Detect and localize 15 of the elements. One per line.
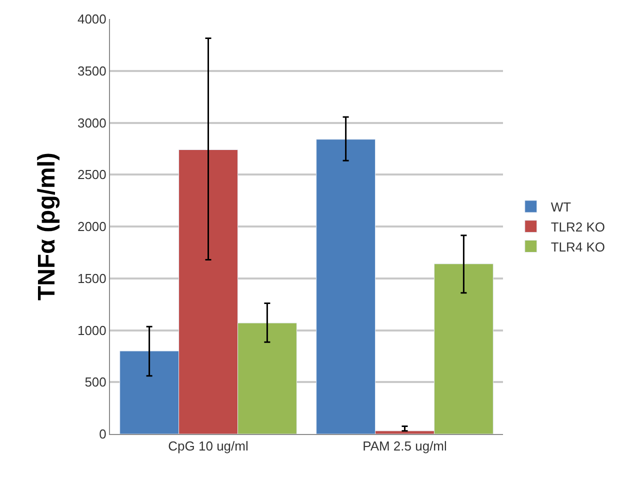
legend-label: TLR4 KO: [550, 239, 606, 254]
x-tick-label: CpG 10 ug/ml: [168, 438, 248, 454]
legend-label: WT: [550, 200, 572, 215]
y-tick-label: 500: [84, 374, 106, 390]
y-tick-label: 2500: [77, 167, 106, 182]
y-tick-label: 1000: [77, 322, 106, 338]
y-tick-label: 2000: [77, 219, 106, 234]
x-tick-label: PAM 2.5 ug/ml: [362, 438, 448, 454]
y-tick-label: 4000: [77, 12, 106, 27]
y-tick-label: 3500: [77, 63, 106, 78]
y-axis-title: TNFα (pg/ml): [34, 152, 61, 301]
y-tick-label: 1500: [77, 270, 106, 286]
y-tick-label: 3000: [77, 115, 106, 130]
y-tick-label: 0: [99, 426, 106, 442]
legend-label: TLR2 KO: [550, 219, 606, 234]
